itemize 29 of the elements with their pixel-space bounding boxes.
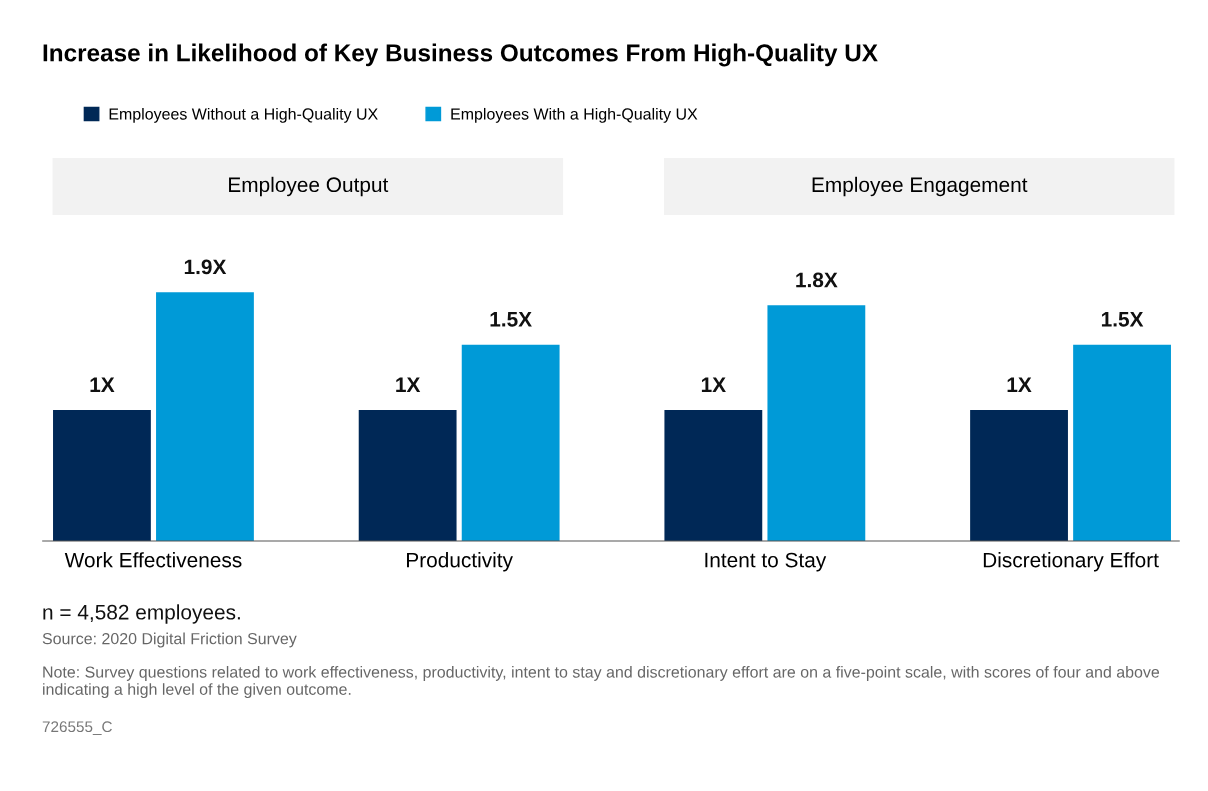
data-label: 1X (90, 377, 115, 392)
bar (970, 410, 1068, 541)
bar (767, 305, 866, 541)
text: Employee Output (229, 176, 389, 197)
x-tick-label: Intent to Stay (705, 552, 827, 572)
bar (156, 292, 254, 541)
chart-title: Increase in Likelihood of Key Business Outcomes From High-Quality UX (43, 43, 878, 67)
text: n = 4,582 employees. (43, 604, 240, 624)
x-tick-label: Discretionary Effort (983, 552, 1159, 572)
data-label: 1.5X (1101, 312, 1144, 327)
bar (461, 344, 560, 541)
bar (1073, 344, 1171, 541)
data-label: 1.5X (490, 312, 532, 327)
legend-label: Employees Without a High-Quality UX (109, 107, 378, 123)
source-note: Source: 2020 Digital Friction Survey (42, 632, 297, 648)
data-label: 1X (396, 377, 421, 392)
legend-label: Employees With a High-Quality UX (451, 107, 698, 123)
bar (53, 410, 151, 541)
data-label: 1X (1007, 377, 1032, 392)
text: Note: Survey questions related to work effectiveness, productivity, intent to stay and discretionary effort are on a five-point scale, with scores of four and above indicating a high level of the given outcome. (43, 666, 1160, 699)
x-tick-label: Work Effectiveness (64, 552, 242, 568)
data-label: 1X (701, 377, 726, 392)
text: Employee Engagement (812, 176, 1028, 197)
data-label: 1.8X (796, 272, 838, 288)
data-label: 1.9X (184, 259, 227, 275)
text: 726555_C (42, 721, 112, 735)
bar (664, 410, 763, 541)
x-tick-label: Productivity (407, 552, 513, 572)
bar (358, 410, 457, 541)
